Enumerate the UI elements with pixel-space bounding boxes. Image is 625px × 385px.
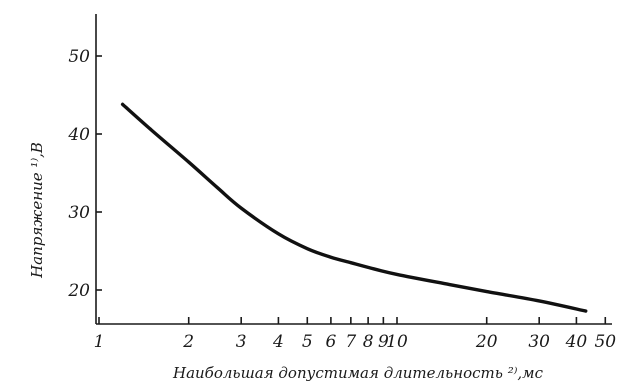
x-tick-label: 10 — [386, 332, 408, 352]
x-tick-label: 20 — [475, 332, 498, 352]
y-tick-label: 40 — [67, 125, 90, 145]
x-tick-label: 7 — [345, 332, 356, 352]
x-tick-label: 5 — [302, 332, 313, 352]
x-tick-label: 1 — [94, 332, 105, 352]
x-tick-label: 2 — [182, 332, 194, 352]
x-tick-label: 40 — [565, 332, 588, 352]
y-axis-title: Напряжение ¹⁾,В — [28, 142, 46, 279]
x-ticks: 1 2 3 4 5 6 7 8 910 20 30 40 50 — [94, 317, 616, 352]
x-tick-label: 3 — [236, 332, 247, 352]
x-tick-label: 8 — [363, 332, 374, 352]
x-tick-label: 4 — [272, 332, 284, 352]
x-tick-label: 6 — [325, 332, 336, 352]
x-tick-label: 50 — [594, 332, 616, 352]
series-line-0 — [120, 102, 588, 313]
x-tick-label: 30 — [528, 332, 550, 352]
y-tick-label: 20 — [67, 281, 90, 301]
series-group — [120, 102, 588, 313]
axes — [95, 14, 612, 325]
x-tick-label: 9 — [378, 332, 389, 352]
y-tick-label: 30 — [68, 203, 90, 223]
y-tick-label: 50 — [68, 47, 90, 67]
x-axis-title: Наибольшая допустимая длительность ²⁾,мс — [172, 364, 544, 382]
y-ticks: 20 30 40 50 — [67, 47, 102, 301]
